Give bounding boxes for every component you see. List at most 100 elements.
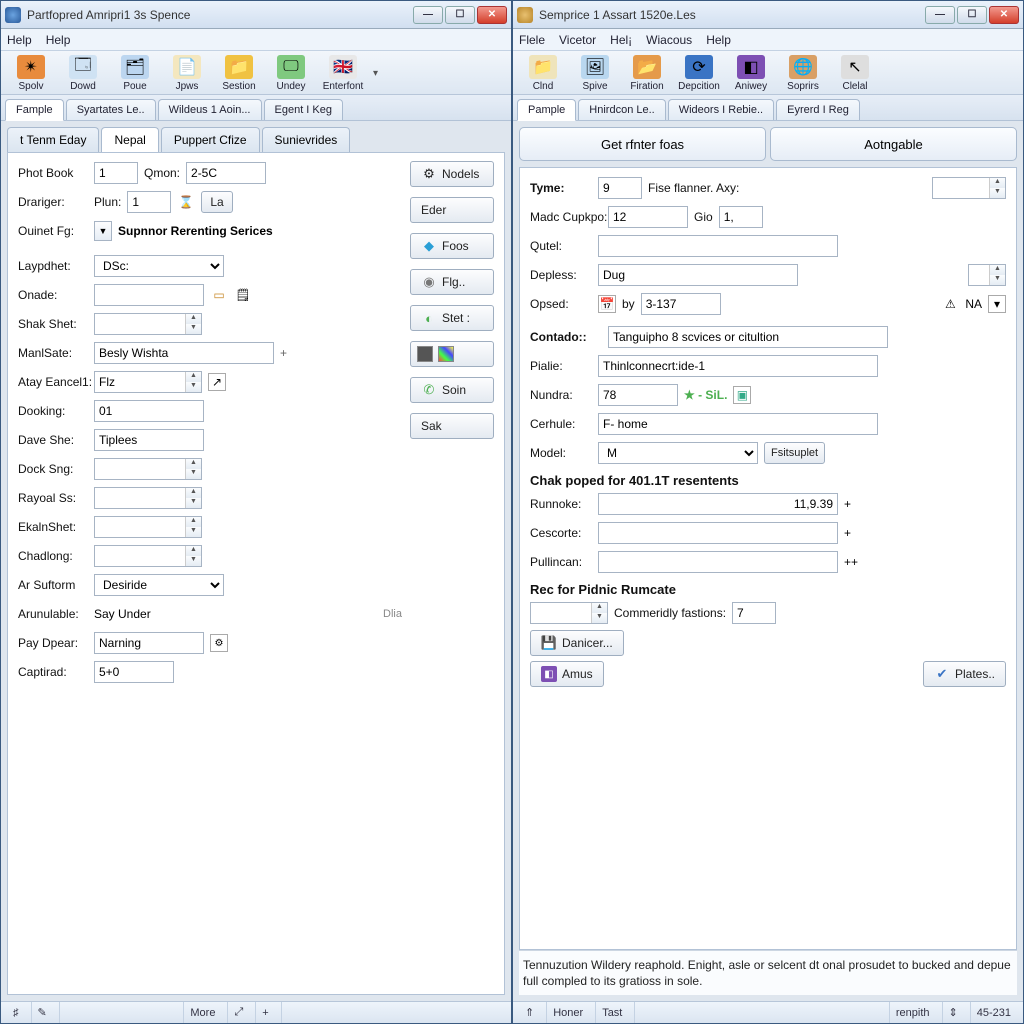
tab[interactable]: Fample [5,99,64,121]
tab[interactable]: Eyrerd I Reg [776,99,860,120]
model-select[interactable]: M [598,442,758,464]
soin-button[interactable]: ✆Soin [410,377,494,403]
dock-spinner[interactable]: ▲▼ [94,458,202,480]
sak-button[interactable]: Sak [410,413,494,439]
resize-icon[interactable]: ⤢ [234,1006,243,1019]
card-icon[interactable]: ▭ [210,286,228,304]
stet-button[interactable]: ◐Stet : [410,305,494,331]
depless-spinner[interactable]: ▲▼ [968,264,1006,286]
titlebar[interactable]: Partfopred Amripri1 3s Spence — ☐ ✕ [1,1,511,29]
qutel-input[interactable] [598,235,838,257]
pullincan-input[interactable] [598,551,838,573]
fise-spinner[interactable]: ▲▼ [932,177,1006,199]
chadong-spinner[interactable]: ▲▼ [94,545,202,567]
rec-spinner[interactable]: ▲▼ [530,602,608,624]
expand-icon[interactable]: ↗ [208,373,226,391]
toolbar-depcition-button[interactable]: ⟳Depcition [675,55,723,92]
laypdhet-select[interactable]: DSc: [94,255,224,277]
madc-input[interactable] [608,206,688,228]
menu-item[interactable]: Help [706,33,731,47]
edit-icon[interactable]: ✎ [38,1006,47,1019]
status-home[interactable]: Honer [553,1007,583,1019]
menu-item[interactable]: Flele [519,33,545,47]
mansate-input[interactable] [94,342,274,364]
shak-spinner[interactable]: ▲▼ [94,313,202,335]
tyme-input[interactable] [598,177,642,199]
plus-icon[interactable]: ++ [844,555,858,569]
plates-button[interactable]: ✔Plates.. [923,661,1006,687]
ekain-spinner[interactable]: ▲▼ [94,516,202,538]
la-button[interactable]: La [201,191,232,213]
commerly-input[interactable] [732,602,776,624]
toolbar-clnd-button[interactable]: 📁Clnd [519,55,567,92]
dooking-input[interactable] [94,400,204,422]
cap-input[interactable] [94,661,174,683]
toolbar-dowd-button[interactable]: 🗔Dowd [59,55,107,92]
tab[interactable]: Egent I Keg [264,99,344,120]
phot-book-input[interactable] [94,162,138,184]
status-plus[interactable]: + [262,1007,268,1019]
titlebar[interactable]: Semprice 1 Assart 1520e.Les — ☐ ✕ [513,1,1023,29]
plun-input[interactable] [127,191,171,213]
tab[interactable]: Wildeus 1 Aoin... [158,99,262,120]
toolbar-sestion-button[interactable]: 📁Sestion [215,55,263,92]
menu-item[interactable]: Wiacous [646,33,692,47]
menu-item[interactable]: Hel¡ [610,33,632,47]
toolbar-firation-button[interactable]: 📂Firation [623,55,671,92]
fsitsup-button[interactable]: Fsitsuplet [764,442,825,464]
plus-icon[interactable]: + [280,346,287,360]
aotngable-tab[interactable]: Aotngable [770,127,1017,161]
fig-button[interactable]: ◉Flg.. [410,269,494,295]
foos-button[interactable]: ◆Foos [410,233,494,259]
toolbar-aniwey-button[interactable]: ◧Aniwey [727,55,775,92]
menu-item[interactable]: Help [46,33,71,47]
tab[interactable]: Syartates Le.. [66,99,156,120]
toolbar-spive-button[interactable]: 🖼Spive [571,55,619,92]
amus-button[interactable]: ◧Amus [530,661,604,687]
status-tast[interactable]: Tast [602,1007,622,1019]
tab[interactable]: Wideors I Rebie.. [668,99,774,120]
toolbar-overflow[interactable]: ▾ [373,68,387,79]
note-icon[interactable]: 🗒 [234,286,252,304]
tab[interactable]: t Tenm Eday [7,127,99,152]
tab[interactable]: Nepal [101,127,158,152]
menu-item[interactable]: Vicetor [559,33,596,47]
status-more[interactable]: More [190,1007,215,1019]
toolbar-poue-button[interactable]: 🗂Poue [111,55,159,92]
pay-input[interactable] [94,632,204,654]
arsuf-select[interactable]: Desiride [94,574,224,596]
up-icon[interactable]: ⇑ [525,1006,534,1019]
tab[interactable]: Puppert Cfize [161,127,260,152]
rayoal-spinner[interactable]: ▲▼ [94,487,202,509]
chevron-down-icon[interactable]: ▼ [94,221,112,241]
nodels-button[interactable]: ⚙Nodels [410,161,494,187]
qmon-input[interactable] [186,162,266,184]
maximize-button[interactable]: ☐ [957,6,987,24]
toolbar-clelal-button[interactable]: ↖Clelal [831,55,879,92]
tab[interactable]: Pample [517,99,576,121]
calendar-icon[interactable]: 📅 [598,295,616,313]
palie-input[interactable] [598,355,878,377]
toolbar-enterfont-button[interactable]: 🇬🇧Enterfont [319,55,367,92]
runnoke-input[interactable] [598,493,838,515]
toolbar-undey-button[interactable]: 🖵Undey [267,55,315,92]
spin-icon[interactable]: ⇕ [949,1006,958,1019]
tab[interactable]: Sunievrides [262,127,351,152]
close-button[interactable]: ✕ [989,6,1019,24]
minimize-button[interactable]: — [413,6,443,24]
plus-icon[interactable]: + [844,526,851,540]
toolbar-spolv-button[interactable]: ✴Spolv [7,55,55,92]
menu-item[interactable]: Help [7,33,32,47]
toolbar-soprirs-button[interactable]: 🌐Soprirs [779,55,827,92]
depless-input[interactable] [598,264,798,286]
dropdown-icon[interactable]: ▾ [988,295,1006,313]
atay-spinner[interactable]: ▲▼ [94,371,202,393]
dave-input[interactable] [94,429,204,451]
nundra-input[interactable] [598,384,678,406]
get-foas-tab[interactable]: Get rfnter foas [519,127,766,161]
contado-input[interactable] [608,326,888,348]
gio-input[interactable] [719,206,763,228]
settings-icon[interactable]: ⚙ [210,634,228,652]
toolbar-jpws-button[interactable]: 📄Jpws [163,55,211,92]
plus-icon[interactable]: + [844,497,851,511]
